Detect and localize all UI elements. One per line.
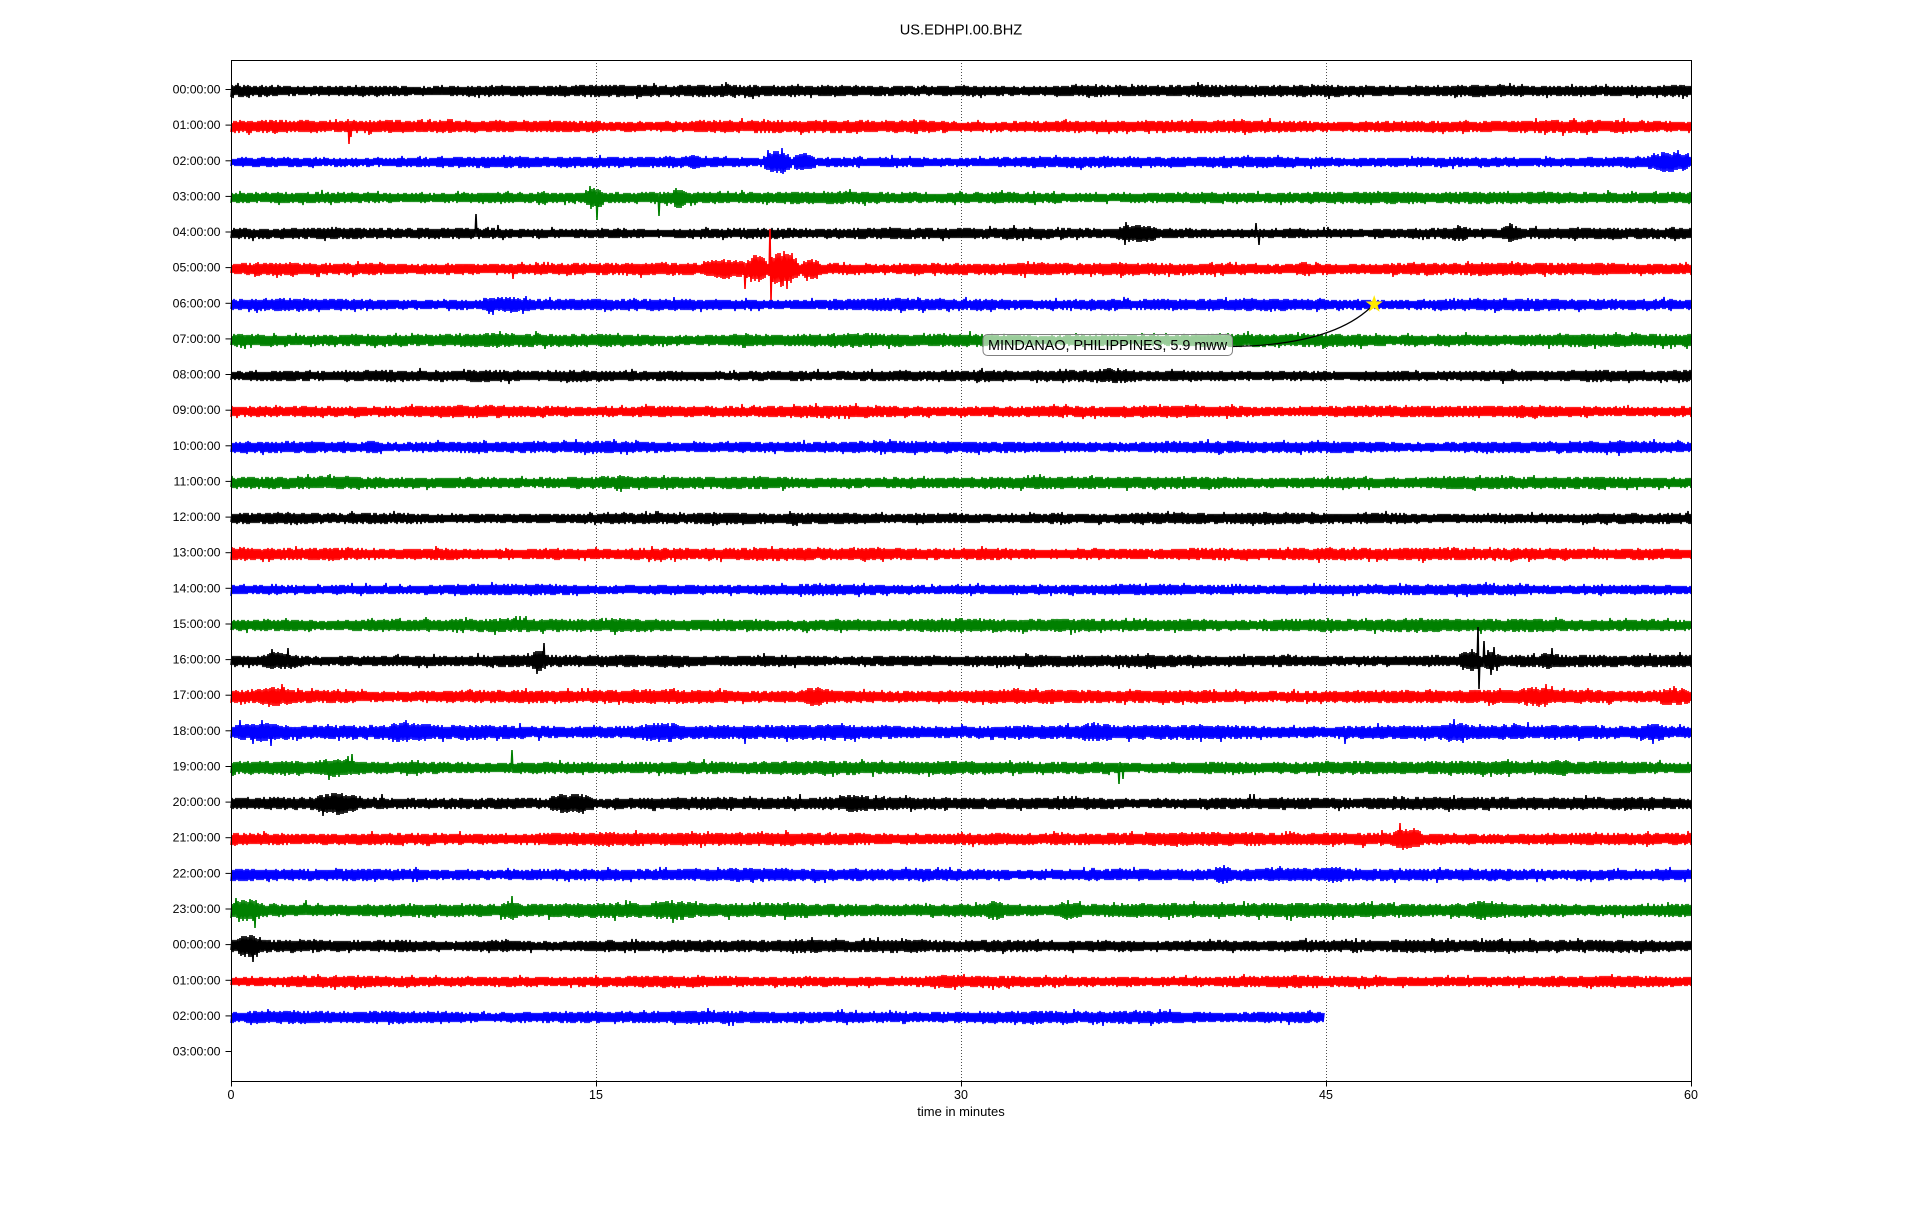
- svg-text:30: 30: [954, 1088, 968, 1102]
- svg-text:12:00:00: 12:00:00: [173, 510, 221, 524]
- svg-text:09:00:00: 09:00:00: [173, 403, 221, 417]
- svg-text:0: 0: [228, 1088, 235, 1102]
- svg-text:07:00:00: 07:00:00: [173, 332, 221, 346]
- svg-text:01:00:00: 01:00:00: [173, 973, 221, 987]
- svg-text:16:00:00: 16:00:00: [173, 653, 221, 667]
- svg-text:15: 15: [589, 1088, 603, 1102]
- svg-text:04:00:00: 04:00:00: [173, 225, 221, 239]
- svg-text:17:00:00: 17:00:00: [173, 688, 221, 702]
- svg-text:19:00:00: 19:00:00: [173, 760, 221, 774]
- svg-text:03:00:00: 03:00:00: [173, 189, 221, 203]
- svg-text:15:00:00: 15:00:00: [173, 617, 221, 631]
- svg-text:08:00:00: 08:00:00: [173, 368, 221, 382]
- svg-text:01:00:00: 01:00:00: [173, 118, 221, 132]
- svg-text:00:00:00: 00:00:00: [173, 83, 221, 97]
- svg-text:11:00:00: 11:00:00: [174, 474, 221, 488]
- svg-text:22:00:00: 22:00:00: [173, 866, 221, 880]
- svg-text:23:00:00: 23:00:00: [173, 902, 221, 916]
- svg-text:time in minutes: time in minutes: [917, 1104, 1005, 1119]
- svg-text:10:00:00: 10:00:00: [173, 439, 221, 453]
- svg-text:45: 45: [1319, 1088, 1333, 1102]
- svg-text:20:00:00: 20:00:00: [173, 795, 221, 809]
- svg-text:06:00:00: 06:00:00: [173, 296, 221, 310]
- svg-text:21:00:00: 21:00:00: [173, 831, 221, 845]
- svg-text:00:00:00: 00:00:00: [173, 938, 221, 952]
- svg-text:13:00:00: 13:00:00: [173, 546, 221, 560]
- svg-text:02:00:00: 02:00:00: [173, 154, 221, 168]
- svg-text:02:00:00: 02:00:00: [173, 1009, 221, 1023]
- svg-text:05:00:00: 05:00:00: [173, 261, 221, 275]
- svg-text:MINDANAO, PHILIPPINES, 5.9 mww: MINDANAO, PHILIPPINES, 5.9 mww: [988, 338, 1228, 354]
- svg-text:03:00:00: 03:00:00: [173, 1045, 221, 1059]
- svg-text:60: 60: [1684, 1088, 1698, 1102]
- svg-text:18:00:00: 18:00:00: [173, 724, 221, 738]
- svg-text:US.EDHPI.00.BHZ: US.EDHPI.00.BHZ: [900, 23, 1023, 39]
- svg-text:14:00:00: 14:00:00: [173, 581, 221, 595]
